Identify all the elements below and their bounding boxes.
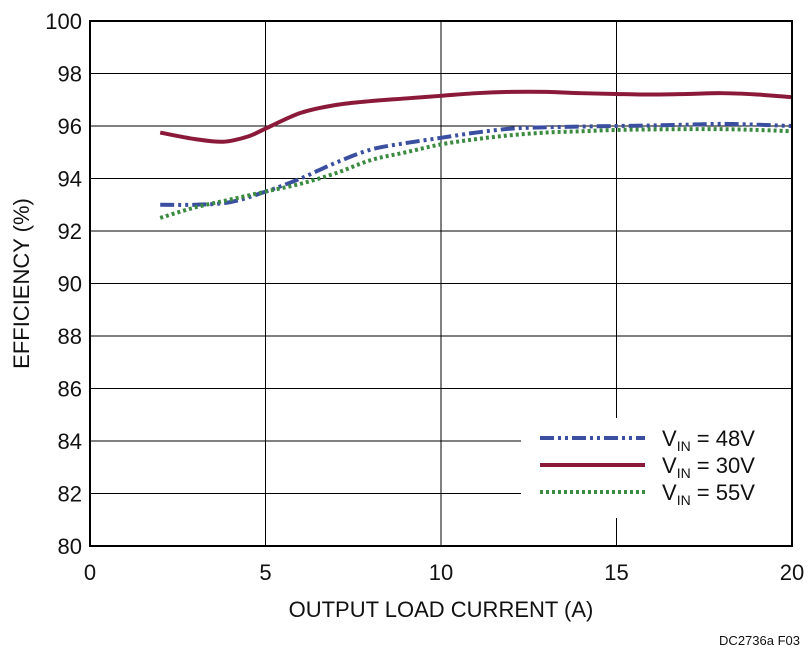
y-tick-label: 100 xyxy=(45,9,82,34)
y-tick-label: 86 xyxy=(58,377,82,402)
x-tick-label: 5 xyxy=(259,560,271,585)
y-tick-label: 98 xyxy=(58,62,82,87)
legend-label: VIN = 30V xyxy=(662,453,755,481)
series-line xyxy=(159,89,793,144)
legend-box xyxy=(521,418,791,518)
y-tick-label: 92 xyxy=(58,219,82,244)
x-axis-title: OUTPUT LOAD CURRENT (A) xyxy=(289,597,594,622)
plot-frame xyxy=(89,20,793,547)
series-layer xyxy=(159,89,793,220)
y-tick-label: 84 xyxy=(58,429,82,454)
y-tick-label: 96 xyxy=(58,114,82,139)
y-axis-title: EFFICIENCY (%) xyxy=(9,198,34,369)
x-tick-label: 10 xyxy=(429,560,453,585)
y-tick-label: 82 xyxy=(58,482,82,507)
y-tick-label: 80 xyxy=(58,534,82,559)
figure-id: DC2736a F03 xyxy=(719,633,800,648)
series-line xyxy=(159,127,793,220)
tick-labels: 80 82 84 86 88 90 92 94 96 98 100 0 5 10 15 20 xyxy=(45,9,804,585)
x-tick-label: 15 xyxy=(604,560,628,585)
y-tick-label: 90 xyxy=(58,272,82,297)
x-tick-label: 20 xyxy=(780,560,804,585)
y-tick-label: 88 xyxy=(58,324,82,349)
legend-label: VIN = 55V xyxy=(662,480,755,508)
x-tick-label: 0 xyxy=(84,560,96,585)
y-tick-label: 94 xyxy=(58,167,82,192)
legend-label: VIN = 48V xyxy=(662,426,755,454)
